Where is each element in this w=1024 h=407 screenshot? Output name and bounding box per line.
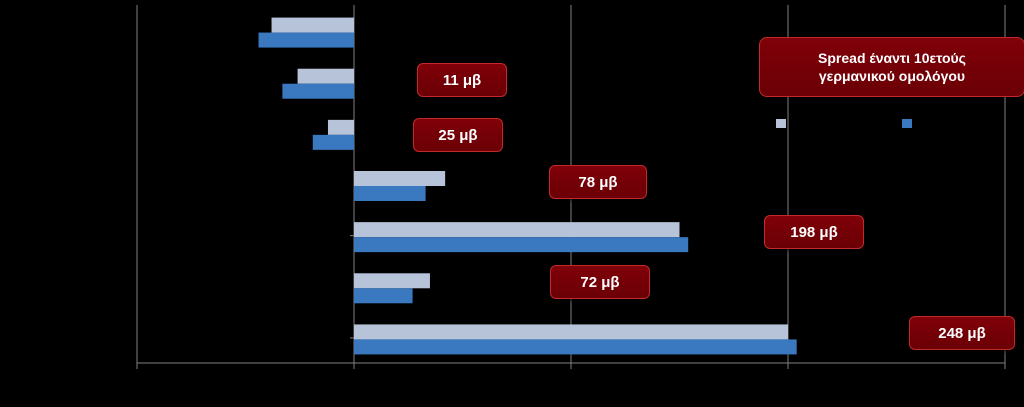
bar-series-2-row-4 [354,186,426,201]
spread-badge-3: 25 μβ [413,118,503,152]
spread-badge-6: 72 μβ [550,265,650,299]
spread-badge-5: 198 μβ [764,215,864,249]
bar-series-2-row-2 [282,83,354,99]
legend-title-box: Spread έναντι 10ετούς γερμανικού ομολόγο… [759,37,1024,97]
spread-badge-7: 248 μβ [909,316,1015,350]
legend-swatch-series-1 [776,119,786,128]
bar-series-1-row-1 [271,17,354,33]
legend-swatch-series-2 [902,119,912,128]
bar-series-1-row-7 [354,324,788,340]
legend-title-line1: Spread έναντι 10ετούς [818,50,966,66]
bar-series-1-row-3 [327,119,354,135]
spread-badge-2: 11 μβ [417,63,507,97]
bars [258,17,797,355]
legend-title-line2: γερμανικού ομολόγου [818,68,966,84]
bar-series-2-row-5 [354,237,689,253]
bar-series-1-row-5 [354,222,680,238]
bar-series-2-row-7 [354,339,797,355]
bar-series-2-row-3 [312,134,354,150]
bar-series-1-row-6 [354,273,430,289]
bar-series-1-row-4 [354,171,446,186]
bar-series-1-row-2 [297,68,354,84]
bar-series-2-row-6 [354,288,413,304]
bar-series-2-row-1 [258,32,354,48]
spread-badge-4: 78 μβ [549,165,647,199]
